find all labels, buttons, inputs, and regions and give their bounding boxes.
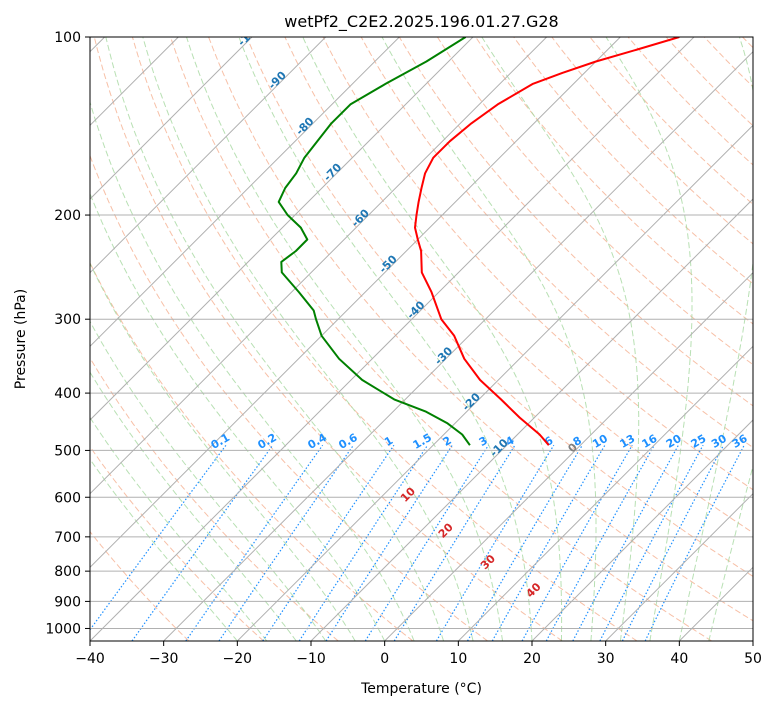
moist-adiabat-line (142, 37, 474, 641)
isotherm-line (605, 492, 753, 641)
isotherm-line (90, 37, 327, 274)
mixing-ratio-line (185, 444, 324, 641)
y-tick-label: 700 (54, 530, 81, 546)
dry-adiabat-line (208, 37, 753, 622)
x-tick-label: 40 (670, 651, 688, 667)
mixing-ratio-line (521, 444, 633, 641)
isotherm-line (384, 271, 753, 641)
mixing-ratio-line (491, 444, 606, 641)
isotherm-line (90, 37, 548, 495)
dry-adiabat-line (360, 37, 753, 449)
moist-adiabat-line (90, 262, 356, 641)
mixing-ratio-line (364, 444, 490, 641)
mixing-ratio-line (298, 444, 429, 641)
dry-adiabat-line (246, 37, 753, 577)
isotherm-line (90, 37, 400, 348)
isotherm-line (531, 419, 753, 641)
moist-adiabat-line (678, 37, 753, 641)
mixing-ratio-line (218, 444, 354, 641)
y-tick-label: 800 (54, 564, 81, 580)
moist-adiabat-line (90, 192, 386, 641)
dry-adiabat-line (90, 530, 190, 641)
isotherm-grid (90, 37, 753, 641)
mixing-ratio-line (131, 444, 274, 641)
moist-adiabat-line (90, 371, 297, 641)
x-tick-label: 30 (597, 651, 615, 667)
y-tick-label: 200 (54, 208, 81, 224)
dry-adiabat-line (90, 154, 488, 641)
moist-adiabats (90, 37, 753, 641)
y-axis-title: Pressure (hPa) (13, 289, 29, 389)
isotherm-line (90, 37, 253, 200)
mixing-ratio-line (262, 444, 395, 641)
moist-adiabat-line (605, 37, 693, 641)
y-tick-label: 900 (54, 594, 81, 610)
mixing-ratio-line (325, 444, 453, 641)
y-tick-label: 400 (54, 386, 81, 402)
mixing-ratio-line (466, 444, 583, 641)
y-tick-label: 300 (54, 312, 81, 328)
isotherm-label: -100 (235, 20, 264, 49)
x-tick-label: 20 (523, 651, 541, 667)
temperature-line (414, 37, 680, 446)
moist-adiabat-line (302, 37, 563, 641)
moist-adiabat-line (90, 458, 238, 641)
dry-adiabat-line (93, 37, 563, 641)
isotherm-line (163, 50, 753, 641)
x-tick-label: 10 (449, 651, 467, 667)
moist-adiabat-line (381, 37, 597, 641)
x-tick-label: −20 (223, 651, 253, 667)
y-tick-label: 600 (54, 490, 81, 506)
x-tick-label: −40 (75, 651, 105, 667)
dry-adiabat-line (436, 37, 753, 366)
dry-adiabat-line (398, 37, 753, 407)
x-tick-label: −30 (149, 651, 179, 667)
x-axis-title: Temperature (°C) (360, 681, 482, 697)
mixing-ratio-line (545, 444, 655, 641)
mixing-ratio-lines (90, 444, 745, 641)
chart-title: wetPf2_C2E2.2025.196.01.27.G28 (284, 12, 558, 32)
plot-frame (89, 36, 754, 642)
isotherm-line (90, 37, 621, 569)
profile-lines (277, 37, 680, 446)
axis-ticks: −40 −30 −20 −10 0 10 20 30 40 50 100 200 300 400 500 60… (45, 30, 762, 667)
moist-adiabat-line (238, 37, 533, 641)
mixing-ratio-line (435, 444, 555, 641)
dry-adiabat-line (131, 37, 638, 641)
dry-adiabat-line (513, 37, 753, 285)
dewpoint-line (277, 37, 471, 446)
isotherm-line (457, 345, 753, 641)
x-tick-label: 50 (744, 651, 762, 667)
dry-adiabat-line (170, 37, 712, 641)
mixing-ratio-line (644, 444, 745, 641)
isotherm-line (310, 198, 753, 641)
mixing-ratio-line (90, 444, 227, 631)
y-tick-label: 1000 (45, 621, 81, 637)
isotherm-line (236, 124, 753, 641)
moist-adiabat-line (481, 37, 640, 641)
isotherm-line (90, 37, 474, 421)
x-tick-label: 0 (380, 651, 389, 667)
dry-adiabats (90, 37, 753, 641)
isotherm-line (90, 37, 695, 641)
dry-adiabat-line (284, 37, 753, 534)
dry-adiabat-line (90, 445, 264, 641)
isobar-grid (90, 37, 753, 629)
x-tick-label: −10 (296, 651, 326, 667)
y-tick-label: 100 (54, 30, 81, 46)
y-tick-label: 500 (54, 443, 81, 459)
moist-adiabat-line (105, 37, 445, 641)
moist-adiabat-line (90, 416, 268, 641)
